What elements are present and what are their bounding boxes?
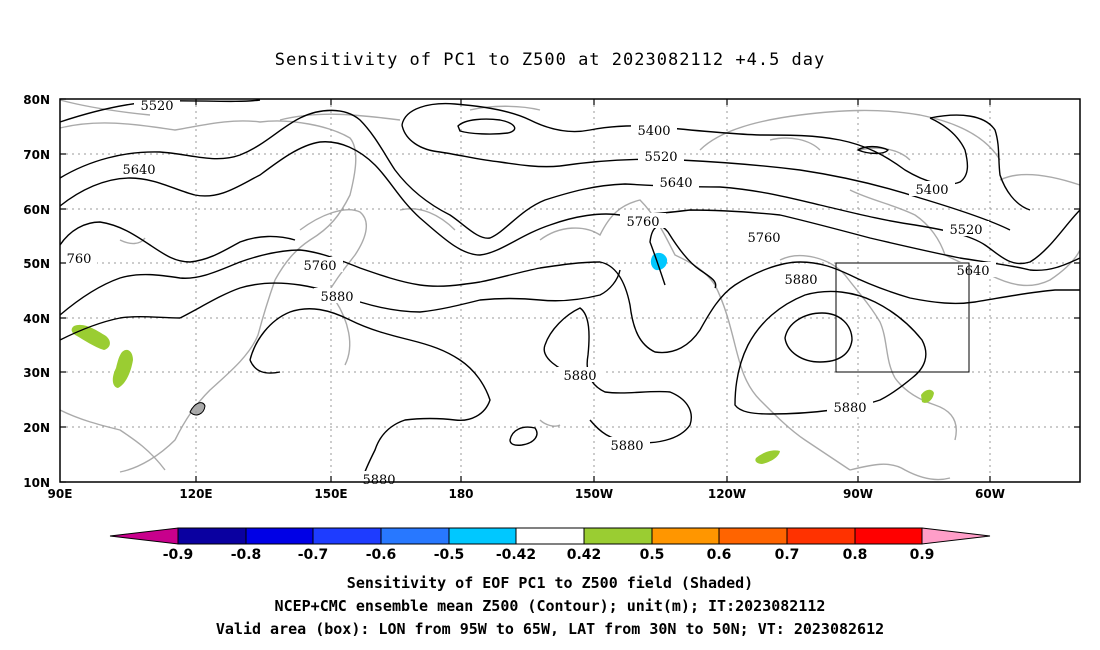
shade-positive-0-42 [755,450,780,464]
colorbar-swatch [448,527,517,545]
lat-label: 10N [23,476,50,490]
colorbar-labels: -0.9 -0.8 -0.7 -0.6 -0.5 -0.42 0.42 0.5 … [163,547,935,563]
colorbar-label: 0.42 [567,547,602,563]
colorbar-label: -0.7 [298,547,329,563]
colorbar-triangle-low [109,527,179,545]
figure-title: Sensitivity of PC1 to Z500 at 2023082112… [274,50,826,70]
contour-label: 5640 [659,176,692,191]
shade-positive-0-42 [71,324,110,350]
lat-label: 60N [23,203,50,217]
lon-label: 150W [575,487,613,501]
colorbar-label: 0.7 [775,547,800,563]
colorbar-label: 0.6 [707,547,732,563]
colorbar-swatch [177,527,247,545]
colorbar-swatch [515,527,585,545]
lon-label: 60W [975,487,1005,501]
contour-label: 5640 [122,163,155,178]
colorbar-label: 0.8 [843,547,868,563]
lon-tick-labels: 90E 120E 150E 180 150W 120W 90W 60W [48,487,1005,501]
contour-label: 5400 [637,124,670,139]
shade-positive-0-42 [112,349,133,388]
caption-valid-area: Valid area (box): LON from 95W to 65W, L… [215,620,885,638]
colorbar-label: -0.42 [496,547,536,563]
contour-label: 5880 [320,290,353,305]
lat-label: 80N [23,93,50,107]
contour-label: 5520 [644,150,677,165]
contour-label: 5400 [915,183,948,198]
lon-label: 120E [179,487,212,501]
lat-tick-labels: 80N 70N 60N 50N 40N 30N 20N 10N [23,93,50,490]
contour-label: 760 [67,252,92,267]
lon-label: 180 [448,487,473,501]
lon-label: 120W [708,487,746,501]
colorbar-swatch [380,527,450,545]
contour-label: 5880 [833,401,866,416]
colorbar-swatch [312,527,382,545]
caption-contour: NCEP+CMC ensemble mean Z500 (Contour); u… [274,597,826,615]
colorbar-swatch [651,527,720,545]
colorbar-label: -0.9 [163,547,194,563]
contour-label: 5880 [784,273,817,288]
taiwan-island [189,402,206,416]
colorbar-label: -0.6 [366,547,397,563]
contour-label: 5880 [610,439,643,454]
colorbar-swatch [245,527,314,545]
contour-label: 5520 [140,99,173,114]
contour-labels: 5520 5640 760 5760 5880 5400 5520 5640 5… [61,97,996,488]
colorbar-label: -0.8 [231,547,262,563]
contour-label: 5760 [626,215,659,230]
lon-label: 90W [843,487,873,501]
contour-label: 5880 [563,369,596,384]
colorbar-label: 0.5 [640,547,665,563]
z500-contours [59,99,1081,481]
map-frame [59,98,1081,483]
coastlines [59,99,1081,481]
tick-marks [60,98,1080,483]
contour-label: 5760 [303,259,336,274]
valid-area-box [835,262,970,373]
lat-label: 20N [23,421,50,435]
lat-label: 70N [23,148,50,162]
lon-label: 90E [48,487,73,501]
contour-label: 5880 [362,473,395,488]
contour-label: 5760 [747,231,780,246]
shade-positive-0-42 [921,389,934,403]
lat-label: 50N [23,257,50,271]
colorbar-swatch [854,527,923,545]
colorbar-swatch [718,527,788,545]
gridlines [60,99,1080,482]
lat-label: 30N [23,366,50,380]
colorbar [109,527,991,545]
colorbar-swatch [786,527,856,545]
map-background [60,99,1080,482]
contour-label: 5520 [949,223,982,238]
colorbar-label: -0.5 [434,547,465,563]
lat-label: 40N [23,312,50,326]
contour-label: 5640 [956,264,989,279]
colorbar-triangle-high [921,527,991,545]
caption-shading: Sensitivity of EOF PC1 to Z500 field (Sh… [346,574,754,592]
colorbar-label: 0.9 [910,547,935,563]
colorbar-swatch [583,527,653,545]
lon-label: 150E [314,487,347,501]
